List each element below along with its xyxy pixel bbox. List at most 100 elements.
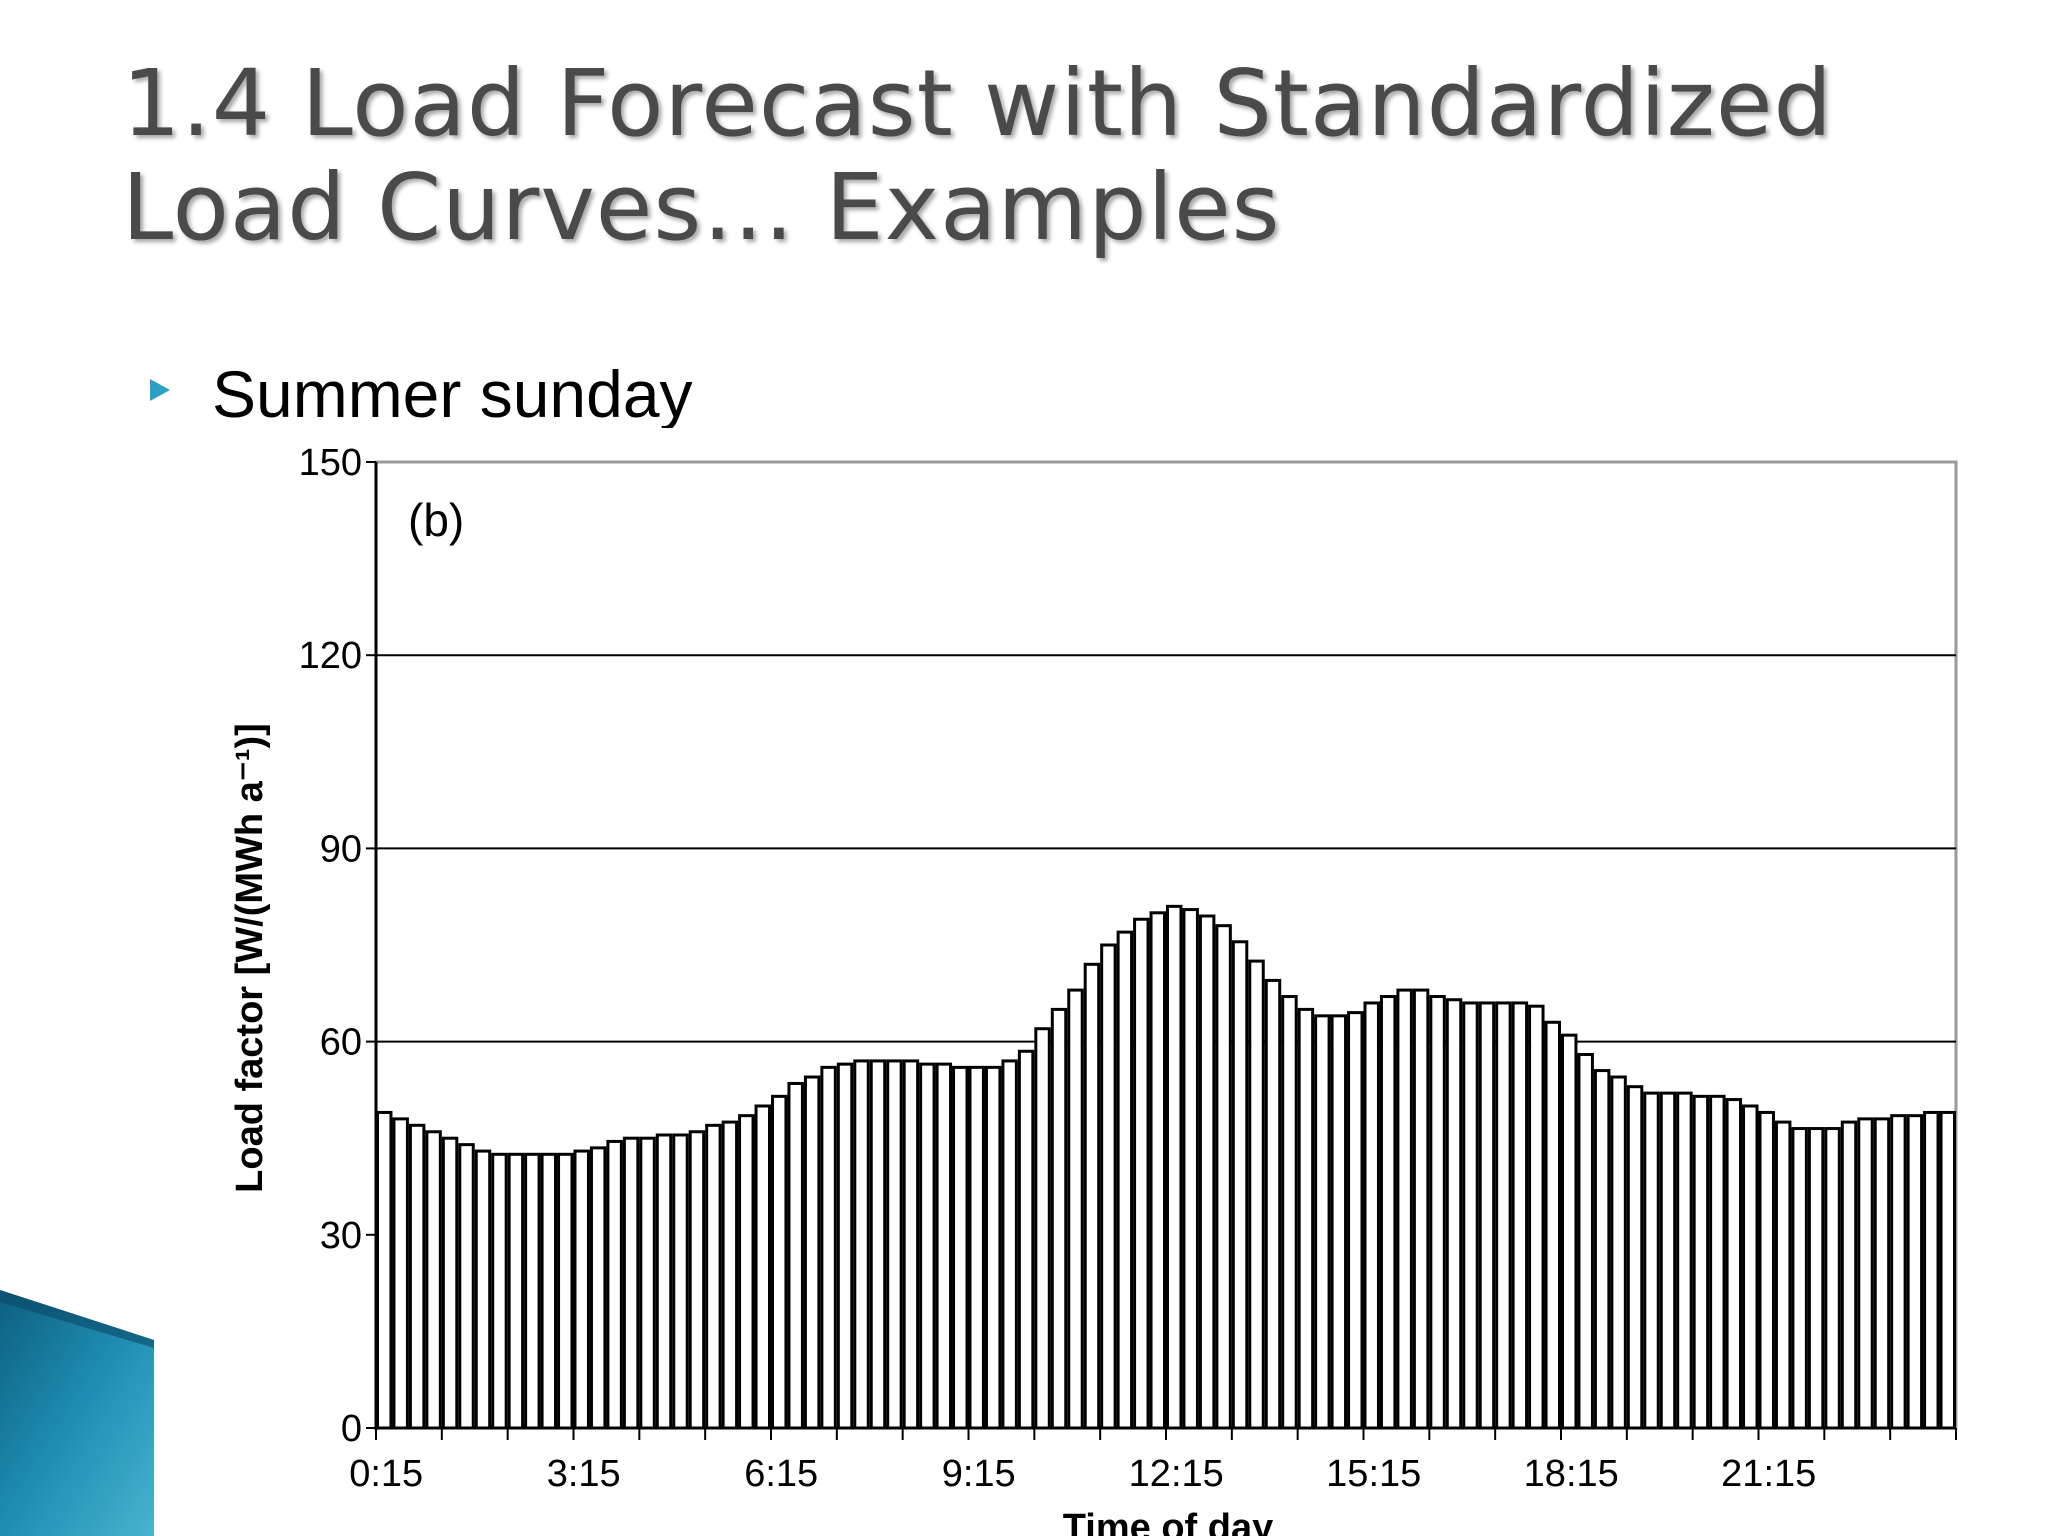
bar-46 [1133, 917, 1150, 1430]
bar-92 [1890, 1114, 1907, 1430]
bar-0 [376, 1110, 393, 1430]
bar-27 [820, 1065, 837, 1430]
bar-72 [1561, 1033, 1578, 1430]
slide-corner-decoration [0, 1290, 154, 1536]
x-tick-label: 3:15 [547, 1453, 621, 1495]
bullet-text: Summer sunday [212, 360, 693, 428]
bar-7 [491, 1152, 508, 1430]
bar-18 [672, 1133, 689, 1430]
bar-87 [1807, 1127, 1825, 1430]
bar-84 [1758, 1110, 1775, 1430]
slide-title-line-1: 1.4 Load Forecast with Standardized [122, 50, 1833, 157]
bar-1 [392, 1117, 409, 1430]
bar-66 [1462, 1001, 1479, 1430]
bar-3 [425, 1130, 442, 1430]
bar-16 [639, 1136, 656, 1430]
bar-53 [1248, 959, 1265, 1430]
bar-68 [1495, 1001, 1512, 1430]
x-tick-label: 6:15 [744, 1453, 818, 1495]
bars [376, 904, 1956, 1430]
bar-6 [474, 1149, 492, 1430]
bar-95 [1939, 1110, 1956, 1430]
bar-36 [968, 1065, 985, 1430]
bar-14 [606, 1139, 623, 1430]
x-tick-label: 0:15 [349, 1453, 423, 1495]
bar-9 [524, 1152, 541, 1430]
y-tick-label: 30 [320, 1215, 362, 1257]
bullet-item: Summer sunday [150, 360, 950, 428]
y-tick-label: 90 [320, 828, 362, 870]
bar-65 [1445, 998, 1463, 1430]
bar-37 [984, 1065, 1002, 1430]
bar-25 [787, 1081, 804, 1430]
bar-76 [1626, 1085, 1644, 1430]
bar-85 [1774, 1120, 1792, 1430]
bar-8 [507, 1152, 525, 1430]
bar-60 [1363, 1001, 1380, 1430]
bar-45 [1116, 930, 1134, 1430]
bar-69 [1511, 1001, 1529, 1430]
bar-10 [540, 1152, 558, 1430]
y-tick-labels: 0 30 60 90 120 150 [299, 442, 362, 1450]
slide-title-line-2: Load Curves… Examples [122, 154, 1281, 261]
bar-90 [1857, 1117, 1874, 1430]
x-tick-label: 9:15 [942, 1453, 1016, 1495]
bar-77 [1643, 1091, 1660, 1430]
bar-30 [869, 1059, 887, 1430]
x-tick-label: 15:15 [1326, 1453, 1421, 1495]
bar-40 [1034, 1027, 1051, 1430]
triangle-bullet-icon [150, 379, 170, 401]
bar-19 [688, 1130, 706, 1430]
bar-38 [1001, 1059, 1018, 1430]
bar-50 [1198, 914, 1216, 1430]
bar-88 [1824, 1127, 1841, 1430]
bar-39 [1017, 1049, 1035, 1430]
bar-94 [1923, 1110, 1940, 1430]
bar-86 [1791, 1127, 1808, 1430]
y-tick-label: 60 [320, 1022, 362, 1064]
bar-5 [458, 1143, 475, 1430]
bar-29 [853, 1059, 870, 1430]
bar-80 [1692, 1094, 1710, 1430]
bar-24 [771, 1094, 788, 1430]
bar-79 [1676, 1091, 1693, 1430]
bar-89 [1840, 1120, 1858, 1430]
bar-17 [655, 1133, 673, 1430]
bar-20 [705, 1123, 722, 1430]
bar-91 [1873, 1117, 1891, 1430]
bar-15 [622, 1136, 640, 1430]
bar-82 [1725, 1098, 1743, 1430]
bar-57 [1314, 1014, 1331, 1430]
bar-62 [1396, 988, 1413, 1430]
bar-32 [902, 1059, 920, 1430]
bar-73 [1577, 1052, 1594, 1430]
bar-13 [589, 1146, 607, 1430]
bar-34 [935, 1062, 953, 1430]
y-tick-label: 150 [299, 442, 362, 484]
bar-48 [1166, 904, 1183, 1430]
y-axis-title: Load factor [W/(MWh a⁻¹)] [229, 723, 271, 1193]
bar-75 [1610, 1075, 1627, 1430]
bar-43 [1083, 962, 1101, 1430]
x-axis-title: Time of day [1063, 1507, 1273, 1536]
bar-21 [721, 1120, 739, 1430]
bar-71 [1544, 1020, 1561, 1430]
bar-54 [1264, 978, 1282, 1430]
bar-74 [1593, 1069, 1611, 1430]
y-tick-label: 0 [341, 1408, 362, 1450]
bar-44 [1100, 943, 1117, 1430]
bar-26 [803, 1075, 821, 1430]
bar-61 [1379, 995, 1397, 1430]
bar-31 [886, 1059, 903, 1430]
bar-83 [1742, 1104, 1759, 1430]
axes [366, 461, 1957, 1440]
bar-49 [1182, 908, 1199, 1430]
slide-title: 1.4 Load Forecast with Standardized Load… [122, 52, 2022, 260]
bar-67 [1478, 1001, 1496, 1430]
x-tick-label: 21:15 [1721, 1453, 1816, 1495]
bar-78 [1659, 1091, 1677, 1430]
x-tick-label: 18:15 [1524, 1453, 1619, 1495]
bar-56 [1297, 1007, 1315, 1430]
bar-22 [738, 1114, 755, 1430]
